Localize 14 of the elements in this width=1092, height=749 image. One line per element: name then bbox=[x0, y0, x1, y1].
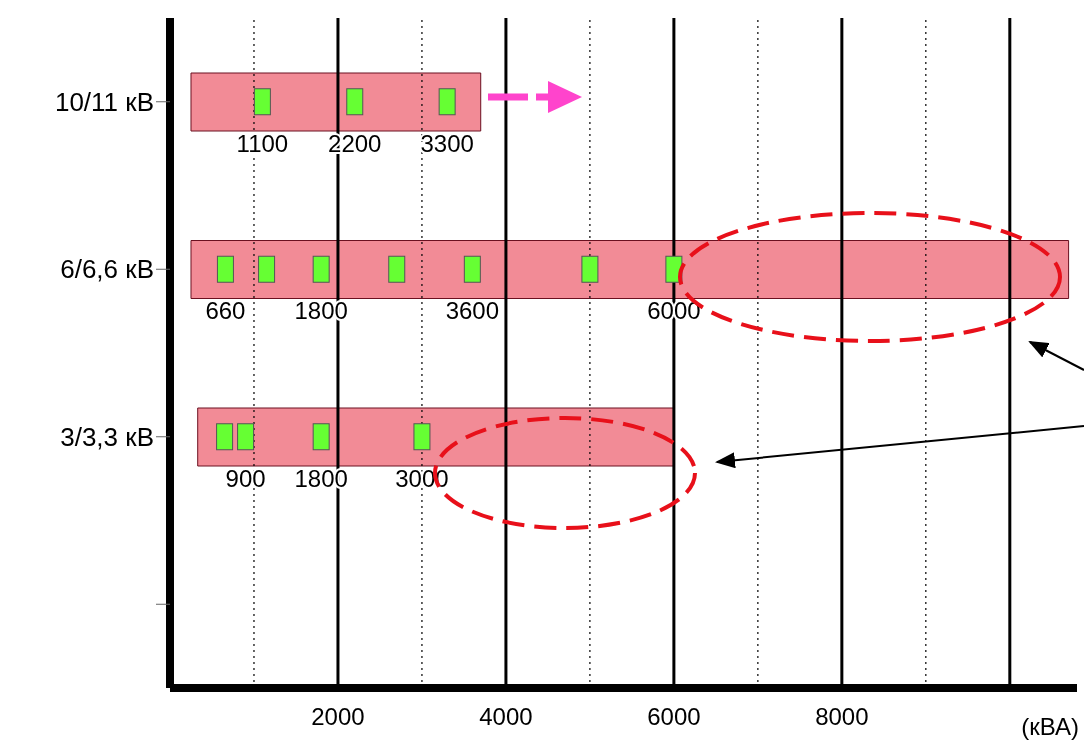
y-tick-label: 10/11 кВ bbox=[54, 86, 154, 117]
x-axis-title: (кВА) bbox=[1021, 713, 1079, 740]
data-label: 660 bbox=[205, 297, 246, 325]
data-label: 900 bbox=[225, 464, 266, 492]
x-tick-label: 2000 bbox=[311, 703, 365, 731]
x-tick-label: 4000 bbox=[479, 703, 533, 731]
y-tick-label: 3/3,3 кВ bbox=[60, 421, 154, 452]
x-tick-label: 6000 bbox=[647, 703, 701, 731]
data-label: 1100 bbox=[236, 129, 289, 157]
data-label: 3600 bbox=[445, 297, 500, 325]
y-tick-label: 6/6,6 кВ bbox=[60, 254, 154, 285]
x-tick-label: 8000 bbox=[815, 703, 869, 731]
data-label: 3300 bbox=[420, 129, 474, 157]
bar bbox=[190, 72, 482, 132]
